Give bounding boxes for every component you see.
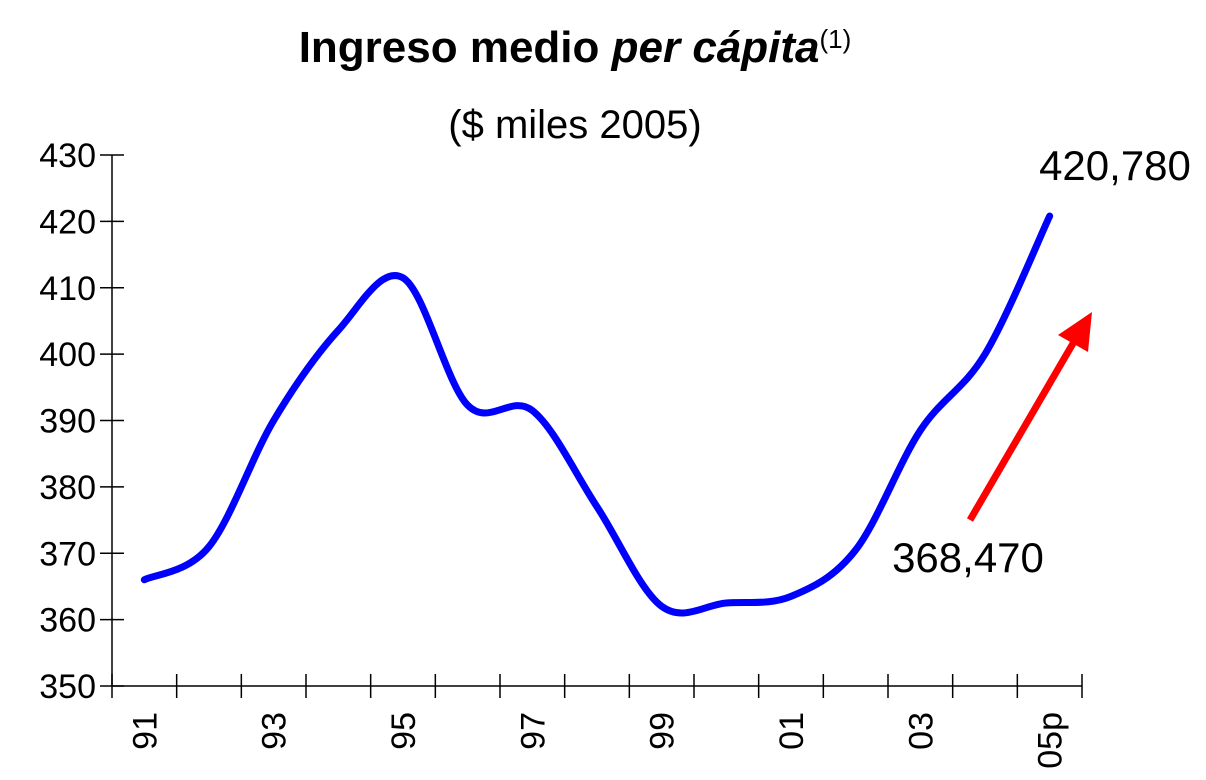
arrow-shaft	[966, 338, 1079, 522]
x-tick-label: 05p	[1032, 712, 1070, 769]
data-line	[140, 212, 1054, 617]
y-tick-label: 400	[39, 336, 96, 374]
y-tick-label: 360	[39, 602, 96, 640]
annotation: 420,780	[1039, 142, 1191, 189]
chart-subtitle: ($ miles 2005)	[448, 103, 701, 147]
y-tick-label: 410	[39, 270, 96, 308]
arrow-head	[1058, 312, 1092, 352]
x-tick-label: 93	[256, 712, 294, 750]
title-main: Ingreso medio	[299, 23, 600, 72]
x-tick-label: 97	[514, 712, 552, 750]
x-tick-label: 95	[385, 712, 423, 750]
x-tick-label: 99	[644, 712, 682, 750]
y-tick-label: 430	[39, 137, 96, 175]
y-tick-label: 370	[39, 535, 96, 573]
y-tick-label: 390	[39, 403, 96, 441]
y-tick-label: 350	[39, 668, 96, 706]
x-tick-label: 03	[902, 712, 940, 750]
chart-title: Ingreso medio per cápita(1)	[299, 23, 852, 72]
y-tick-label: 380	[39, 469, 96, 507]
annotation: 368,470	[892, 534, 1044, 581]
title-note: (1)	[820, 24, 852, 54]
y-tick-label: 420	[39, 203, 96, 241]
x-tick-label: 91	[126, 712, 164, 750]
title-italic: per cápita	[611, 23, 820, 72]
x-tick-label: 01	[773, 712, 811, 750]
